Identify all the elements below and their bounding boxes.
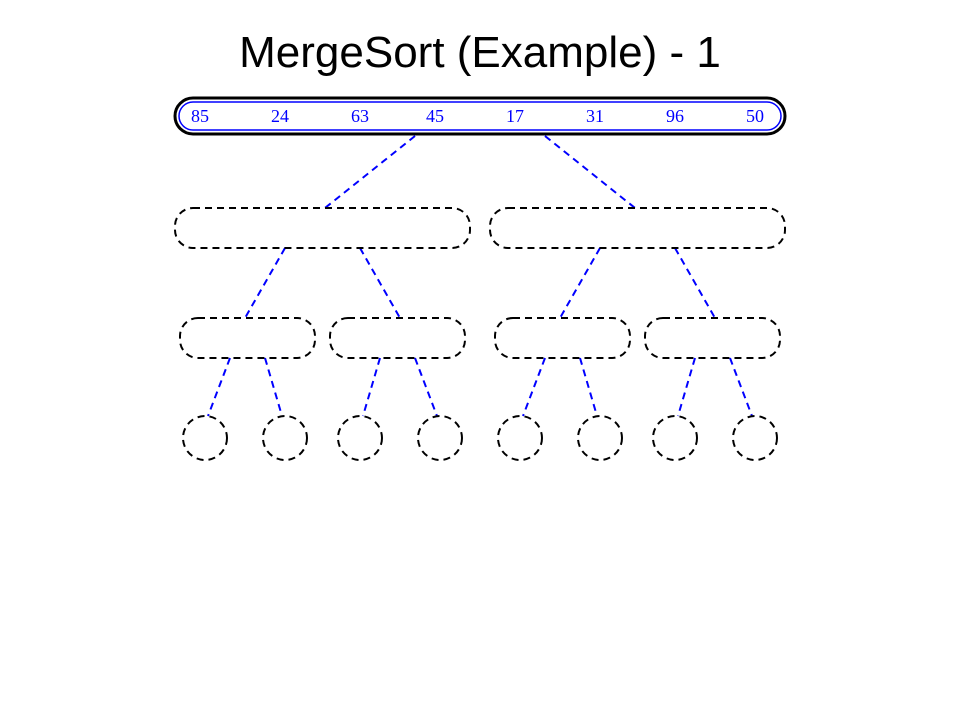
mergesort-diagram: 85 24 63 45 17 31 96 50	[130, 78, 830, 498]
array-value: 63	[351, 106, 369, 126]
array-value: 85	[191, 106, 209, 126]
array-value: 96	[666, 106, 684, 126]
array-value: 17	[506, 106, 524, 126]
array-value: 24	[271, 106, 289, 126]
array-value: 31	[586, 106, 604, 126]
array-value: 45	[426, 106, 444, 126]
page-title: MergeSort (Example) - 1	[0, 0, 960, 78]
array-value: 50	[746, 106, 764, 126]
